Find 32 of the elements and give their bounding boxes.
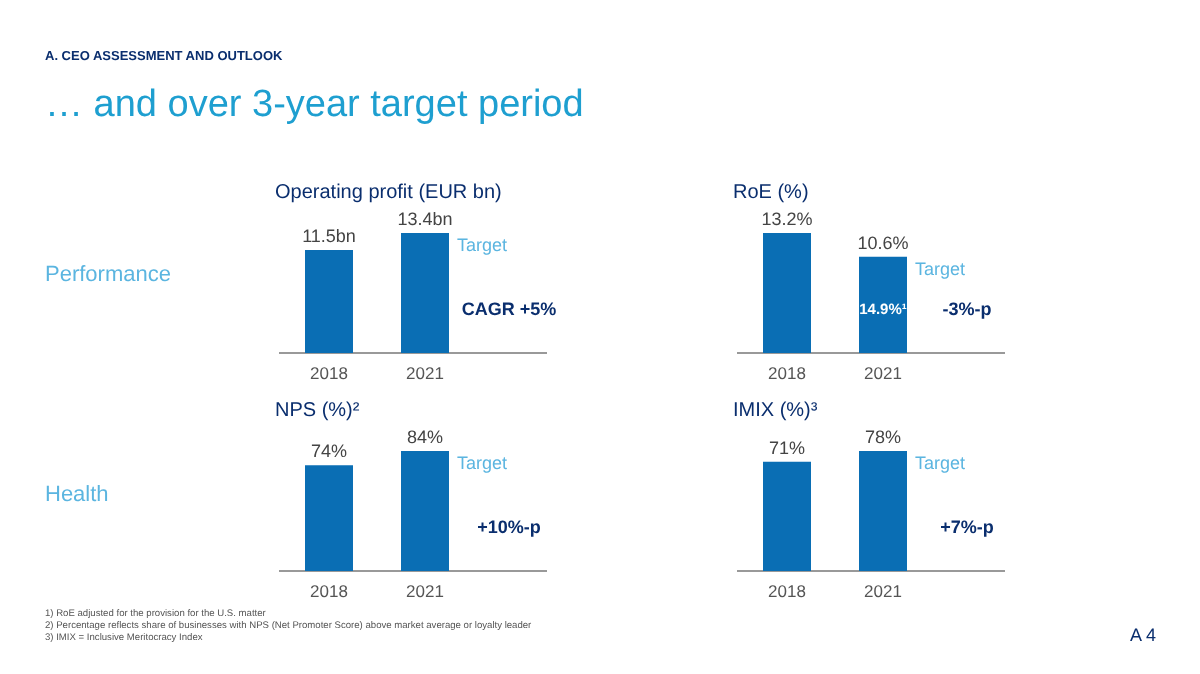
- text: … and over 3-year target period: [45, 84, 584, 126]
- x-tick-label: 2021: [864, 581, 903, 601]
- data-label: 10.6%: [857, 232, 909, 253]
- x-tick-label: 2021: [406, 363, 445, 383]
- annotation: +10%-p: [477, 517, 542, 537]
- annotation: Target: [915, 453, 967, 473]
- chart-title: NPS (%)²: [275, 400, 361, 422]
- data-label: 11.5bn: [302, 226, 356, 247]
- data-label: 13.2%: [761, 209, 813, 229]
- data-label: 78%: [864, 427, 902, 447]
- data-label: 13.4bn: [397, 209, 453, 229]
- x-tick-label: 2021: [864, 363, 903, 383]
- chart-title: RoE (%): [733, 182, 809, 204]
- x-tick-label: 2018: [310, 581, 349, 601]
- annotation: Target: [457, 453, 509, 473]
- data-label: 84%: [406, 427, 444, 447]
- chart-title: Operating profit (EUR bn): [275, 182, 502, 204]
- x-tick-label: 2018: [310, 363, 349, 383]
- annotation: +7%-p: [940, 517, 995, 537]
- data-label: 74%: [310, 441, 348, 462]
- x-tick-label: 2018: [768, 581, 807, 601]
- chart-title: IMIX (%)³: [733, 400, 819, 422]
- x-tick-label: 2018: [768, 363, 807, 383]
- annotation: CAGR +5%: [461, 299, 557, 319]
- annotation: -3%-p: [942, 299, 993, 319]
- data-label: 71%: [768, 437, 806, 458]
- text: Performance: [45, 263, 171, 287]
- annotation: Target: [915, 258, 967, 279]
- annotation: Target: [457, 235, 509, 255]
- text: Health: [45, 483, 109, 507]
- x-tick-label: 2021: [406, 581, 445, 601]
- text: A 4: [1129, 625, 1157, 645]
